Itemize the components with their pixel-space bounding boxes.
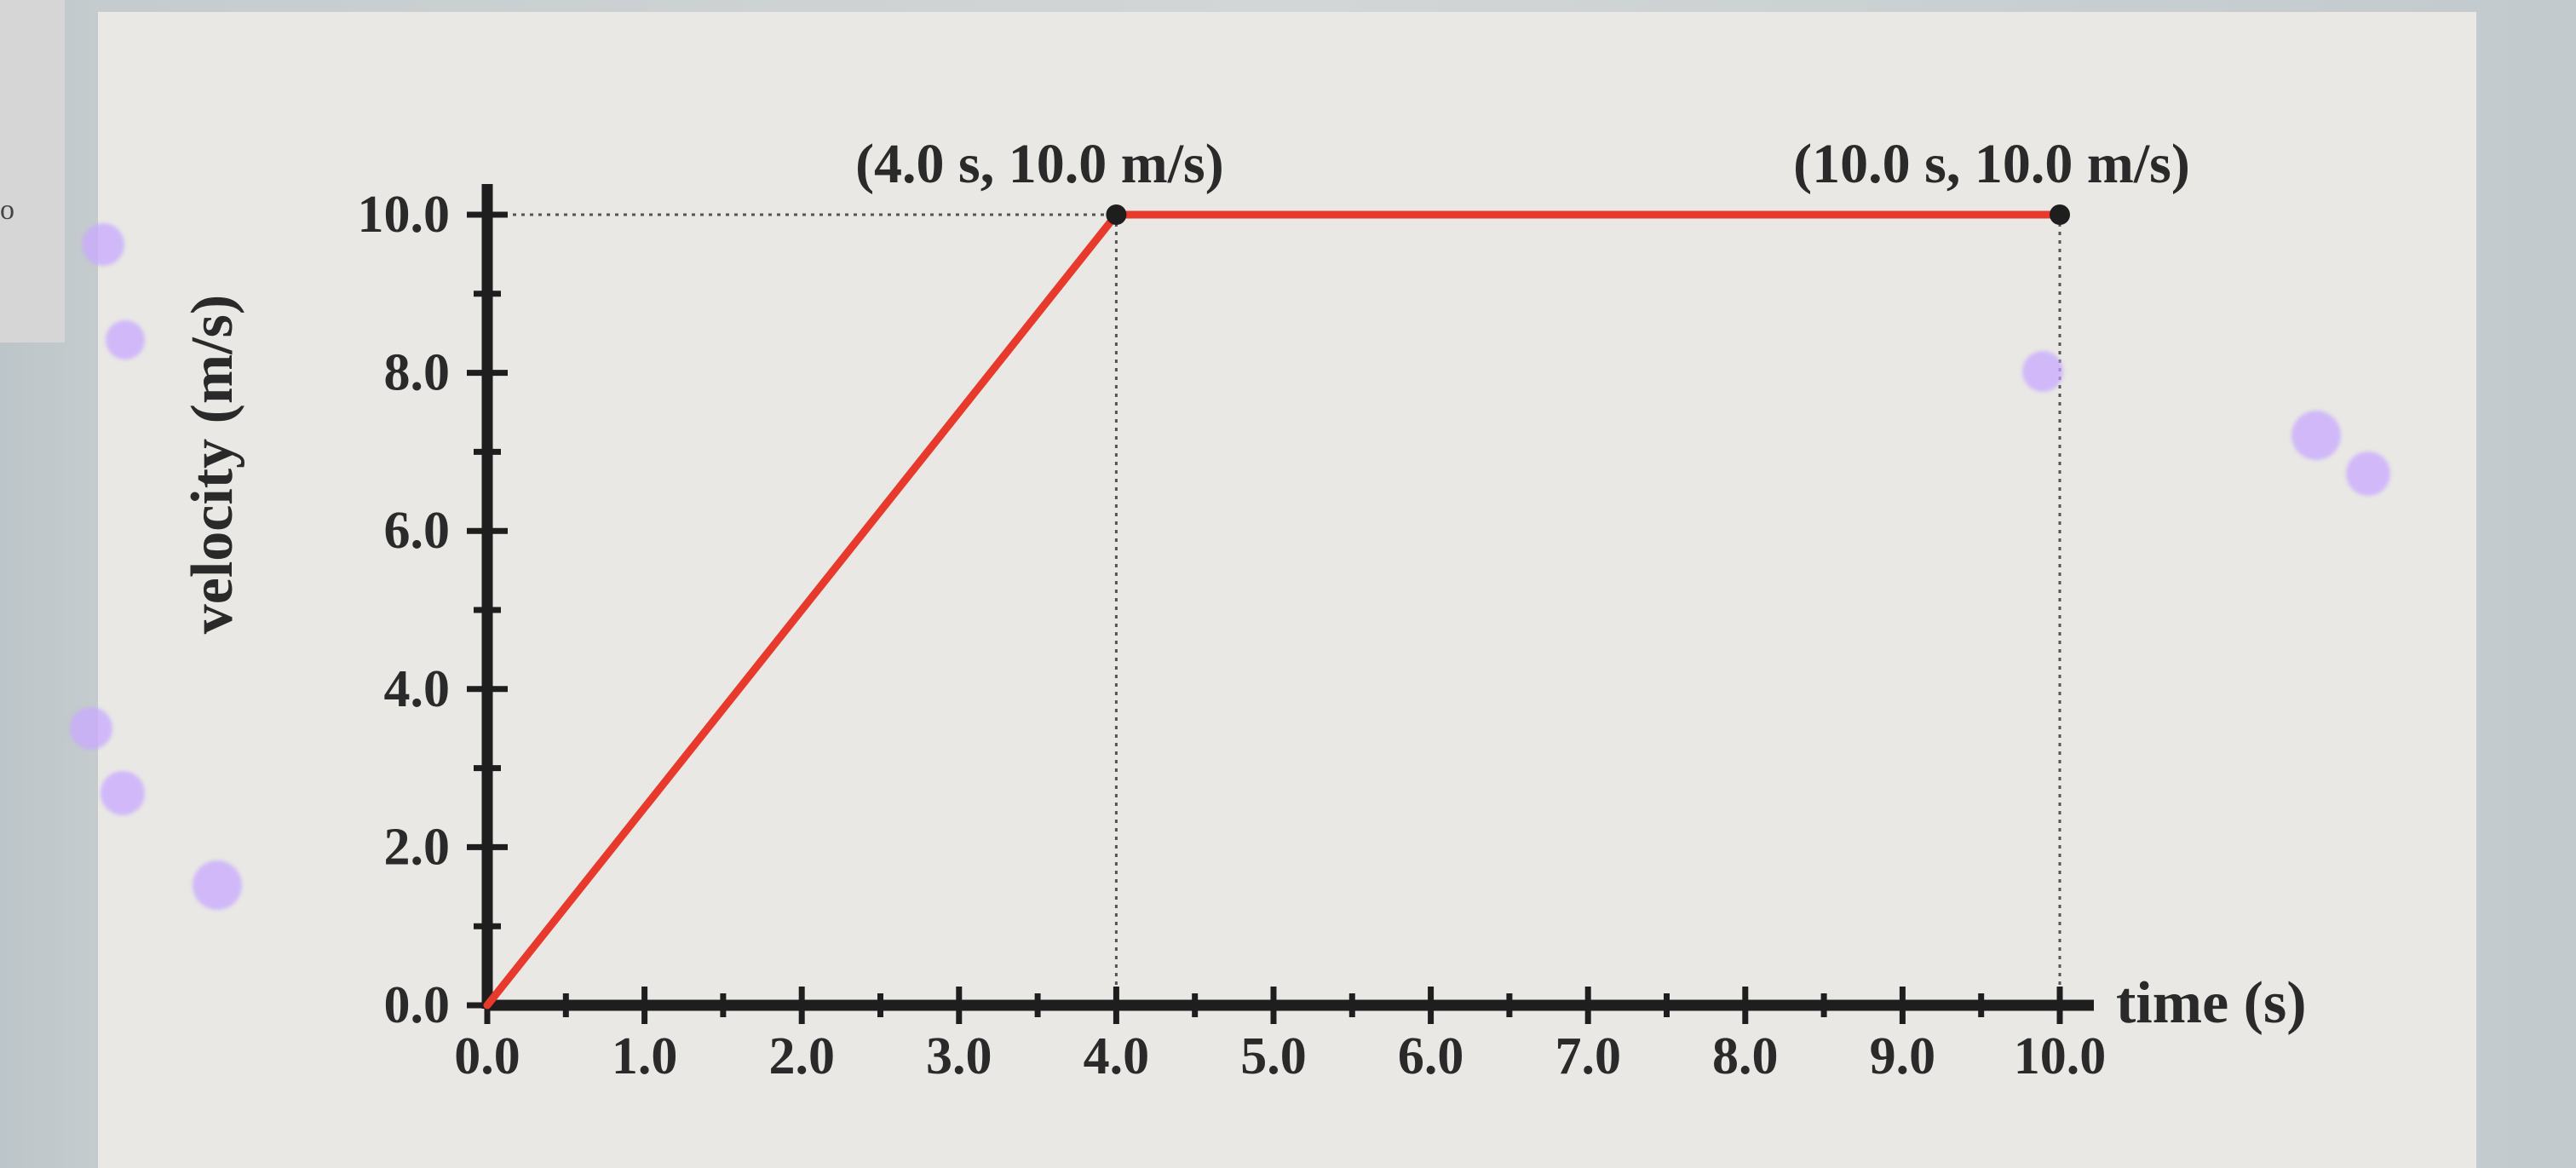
axes: [467, 184, 2094, 1024]
y-tick-label: 2.0: [384, 818, 451, 876]
left-side-panel: o: [0, 0, 65, 342]
y-tick-label: 6.0: [384, 502, 451, 560]
x-tick-label: 2.0: [768, 1027, 835, 1085]
glare-spot: [82, 223, 124, 266]
y-tick-label: 0.0: [384, 976, 451, 1034]
x-tick-label: 10.0: [2014, 1027, 2107, 1085]
glare-spot: [2346, 452, 2390, 496]
x-tick-label: 1.0: [612, 1027, 678, 1085]
x-tick-label: 6.0: [1398, 1027, 1464, 1085]
x-tick-label: 9.0: [1870, 1027, 1936, 1085]
x-tick-label: 3.0: [926, 1027, 992, 1085]
x-axis-title: time (s): [2116, 970, 2307, 1036]
series: [483, 204, 2070, 1010]
x-tick-label: 5.0: [1240, 1027, 1307, 1085]
y-tick-label: 4.0: [384, 660, 451, 718]
y-axis-title: velocity (m/s): [180, 295, 245, 634]
left-panel-mark: o: [0, 194, 14, 226]
dotted-guides: [487, 213, 2061, 1005]
point-annotation-1: (4.0 s, 10.0 m/s): [855, 133, 1224, 195]
glare-spot: [70, 707, 112, 750]
glare-spot: [2291, 411, 2341, 460]
glare-spot: [106, 320, 145, 360]
glare-spot: [193, 860, 242, 910]
velocity-series-line: [483, 210, 2064, 1010]
axis-labels: 0.0 1.0 2.0 3.0 4.0 5.0 6.0 7.0 8.0 9.0 10.0 0.0 2.0…: [180, 133, 2307, 1085]
y-tick-label: 8.0: [384, 344, 451, 402]
glare-spot: [2022, 351, 2063, 392]
x-tick-label: 4.0: [1084, 1027, 1150, 1085]
point-annotation-2: (10.0 s, 10.0 m/s): [1793, 133, 2190, 195]
x-tick-label: 0.0: [454, 1027, 520, 1085]
y-tick-label: 10.0: [358, 186, 451, 244]
data-point-1: [1106, 204, 1127, 225]
data-point-2: [2050, 204, 2070, 225]
x-tick-label: 8.0: [1712, 1027, 1779, 1085]
x-tick-label: 7.0: [1555, 1027, 1621, 1085]
glare-spot: [101, 771, 145, 815]
